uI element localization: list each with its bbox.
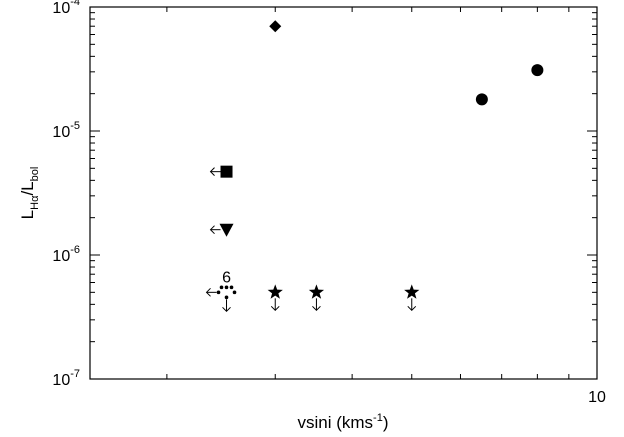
y-tick-label: 10-7: [52, 368, 80, 389]
cluster-dot: [232, 290, 237, 295]
circle-marker: [531, 64, 544, 77]
data-point-diamond: [269, 20, 282, 33]
circle-marker: [475, 93, 488, 106]
x-tick-labels: 10: [588, 389, 606, 406]
y-tick-labels: 10-4 10-5 10-6 10-7: [52, 0, 80, 389]
down-arrowhead: [407, 305, 417, 312]
x-tick-label: 10: [588, 389, 606, 406]
y-ticks: [90, 6, 597, 380]
cluster-dot: [224, 295, 229, 300]
cluster-count-label: 6: [222, 269, 231, 286]
data-point-star: [267, 284, 283, 312]
left-arrowhead: [209, 225, 215, 235]
cluster-dot: [229, 285, 234, 290]
diamond-marker: [269, 20, 282, 33]
cluster-dot: [224, 285, 229, 290]
star-marker: [267, 284, 283, 299]
down-arrowhead: [312, 305, 321, 312]
y-tick-label: 10-4: [52, 0, 80, 17]
cluster-dot: [216, 290, 221, 295]
star-marker: [404, 284, 420, 299]
data-point-circle: [531, 64, 544, 77]
data-points: 6: [205, 20, 544, 313]
data-point-star: [404, 284, 420, 312]
plot-frame: [89, 6, 598, 380]
data-point-square: [209, 165, 233, 178]
y-tick-label: 10-6: [52, 244, 80, 265]
square-marker: [220, 165, 233, 178]
y-axis-title: LHα/Lbol: [18, 167, 41, 220]
left-arrowhead: [205, 287, 211, 297]
down-arrowhead: [222, 306, 231, 313]
data-point-triangle-down: [209, 223, 234, 237]
data-point-star: [308, 284, 325, 312]
cluster-dot: [219, 285, 224, 290]
down-arrowhead: [270, 305, 280, 312]
y-tick-label: 10-5: [52, 120, 80, 141]
triangle-down-marker: [219, 223, 234, 237]
star-marker: [308, 284, 325, 299]
data-point-dot-cluster: 6: [205, 269, 237, 313]
data-point-circle: [475, 93, 488, 106]
left-arrowhead: [209, 167, 215, 177]
x-ticks: [166, 7, 598, 379]
x-axis-title: vsini (kms-1): [297, 412, 388, 432]
